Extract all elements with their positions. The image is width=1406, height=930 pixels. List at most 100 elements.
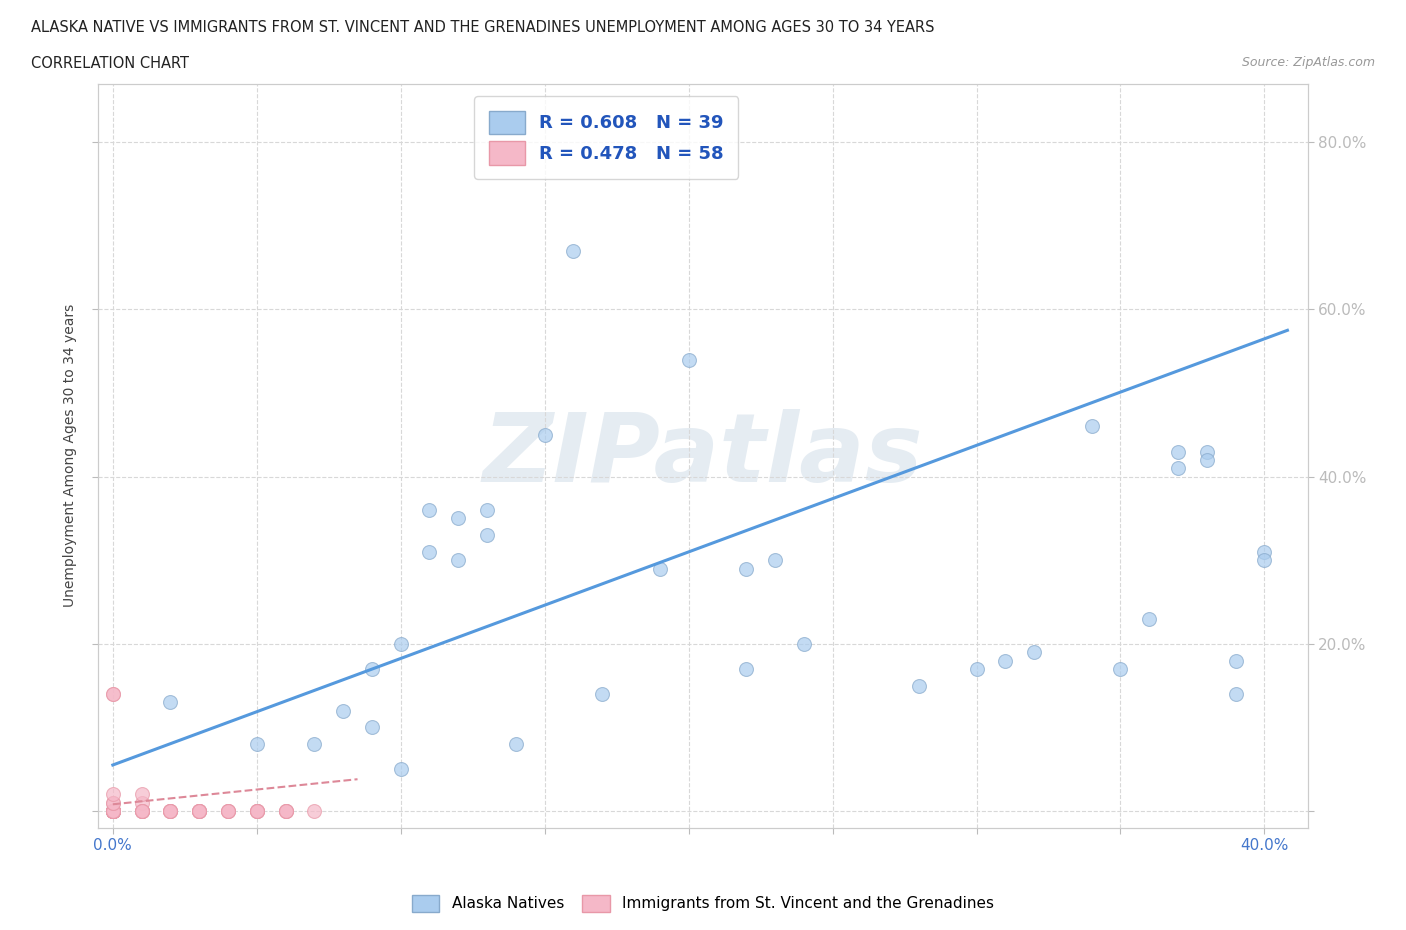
Point: [101, 804, 124, 818]
Point: [217, 804, 239, 818]
Point: [1109, 661, 1132, 676]
Point: [304, 804, 326, 818]
Point: [101, 804, 124, 818]
Point: [101, 804, 124, 818]
Point: [217, 804, 239, 818]
Point: [475, 502, 498, 517]
Point: [735, 661, 758, 676]
Point: [361, 661, 384, 676]
Point: [131, 804, 153, 818]
Point: [131, 795, 153, 810]
Point: [447, 552, 470, 567]
Point: [217, 804, 239, 818]
Point: [418, 502, 440, 517]
Point: [505, 737, 527, 751]
Point: [101, 804, 124, 818]
Point: [274, 804, 297, 818]
Point: [246, 804, 269, 818]
Point: [361, 720, 384, 735]
Point: [131, 804, 153, 818]
Point: [101, 787, 124, 802]
Point: [131, 804, 153, 818]
Point: [101, 795, 124, 810]
Point: [101, 804, 124, 818]
Point: [735, 561, 758, 576]
Point: [131, 804, 153, 818]
Point: [1167, 460, 1189, 475]
Point: [101, 804, 124, 818]
Text: Source: ZipAtlas.com: Source: ZipAtlas.com: [1241, 56, 1375, 69]
Point: [101, 804, 124, 818]
Point: [101, 804, 124, 818]
Point: [101, 804, 124, 818]
Point: [1253, 544, 1275, 559]
Point: [418, 544, 440, 559]
Point: [159, 804, 181, 818]
Point: [159, 804, 181, 818]
Point: [101, 804, 124, 818]
Point: [101, 804, 124, 818]
Point: [246, 737, 269, 751]
Point: [101, 804, 124, 818]
Point: [1022, 644, 1045, 659]
Point: [131, 787, 153, 802]
Point: [994, 653, 1017, 668]
Point: [591, 686, 613, 701]
Point: [1253, 552, 1275, 567]
Point: [246, 804, 269, 818]
Point: [648, 561, 671, 576]
Point: [332, 703, 354, 718]
Point: [1225, 653, 1247, 668]
Point: [131, 804, 153, 818]
Point: [131, 804, 153, 818]
Point: [763, 552, 786, 567]
Point: [246, 804, 269, 818]
Point: [1137, 611, 1160, 626]
Point: [188, 804, 211, 818]
Point: [793, 636, 815, 651]
Point: [1195, 452, 1218, 467]
Point: [101, 686, 124, 701]
Text: ZIPatlas: ZIPatlas: [482, 409, 924, 502]
Point: [246, 804, 269, 818]
Point: [101, 686, 124, 701]
Point: [101, 804, 124, 818]
Point: [101, 804, 124, 818]
Point: [101, 804, 124, 818]
Point: [188, 804, 211, 818]
Point: [188, 804, 211, 818]
Point: [101, 804, 124, 818]
Point: [217, 804, 239, 818]
Point: [475, 527, 498, 542]
Point: [678, 352, 700, 367]
Point: [246, 804, 269, 818]
Text: ALASKA NATIVE VS IMMIGRANTS FROM ST. VINCENT AND THE GRENADINES UNEMPLOYMENT AMO: ALASKA NATIVE VS IMMIGRANTS FROM ST. VIN…: [31, 20, 935, 35]
Point: [101, 804, 124, 818]
Point: [304, 737, 326, 751]
Point: [188, 804, 211, 818]
Point: [908, 678, 931, 693]
Point: [101, 795, 124, 810]
Point: [188, 804, 211, 818]
Point: [562, 244, 585, 259]
Point: [1195, 445, 1218, 459]
Point: [159, 804, 181, 818]
Legend: R = 0.608   N = 39, R = 0.478   N = 58: R = 0.608 N = 39, R = 0.478 N = 58: [474, 97, 738, 179]
Legend: Alaska Natives, Immigrants from St. Vincent and the Grenadines: Alaska Natives, Immigrants from St. Vinc…: [406, 889, 1000, 918]
Text: CORRELATION CHART: CORRELATION CHART: [31, 56, 188, 71]
Point: [159, 804, 181, 818]
Point: [159, 804, 181, 818]
Point: [389, 762, 412, 777]
Point: [966, 661, 988, 676]
Point: [101, 804, 124, 818]
Point: [1167, 445, 1189, 459]
Point: [533, 428, 555, 443]
Point: [389, 636, 412, 651]
Point: [274, 804, 297, 818]
Point: [101, 804, 124, 818]
Point: [274, 804, 297, 818]
Point: [101, 804, 124, 818]
Point: [1225, 686, 1247, 701]
Point: [274, 804, 297, 818]
Y-axis label: Unemployment Among Ages 30 to 34 years: Unemployment Among Ages 30 to 34 years: [63, 304, 77, 607]
